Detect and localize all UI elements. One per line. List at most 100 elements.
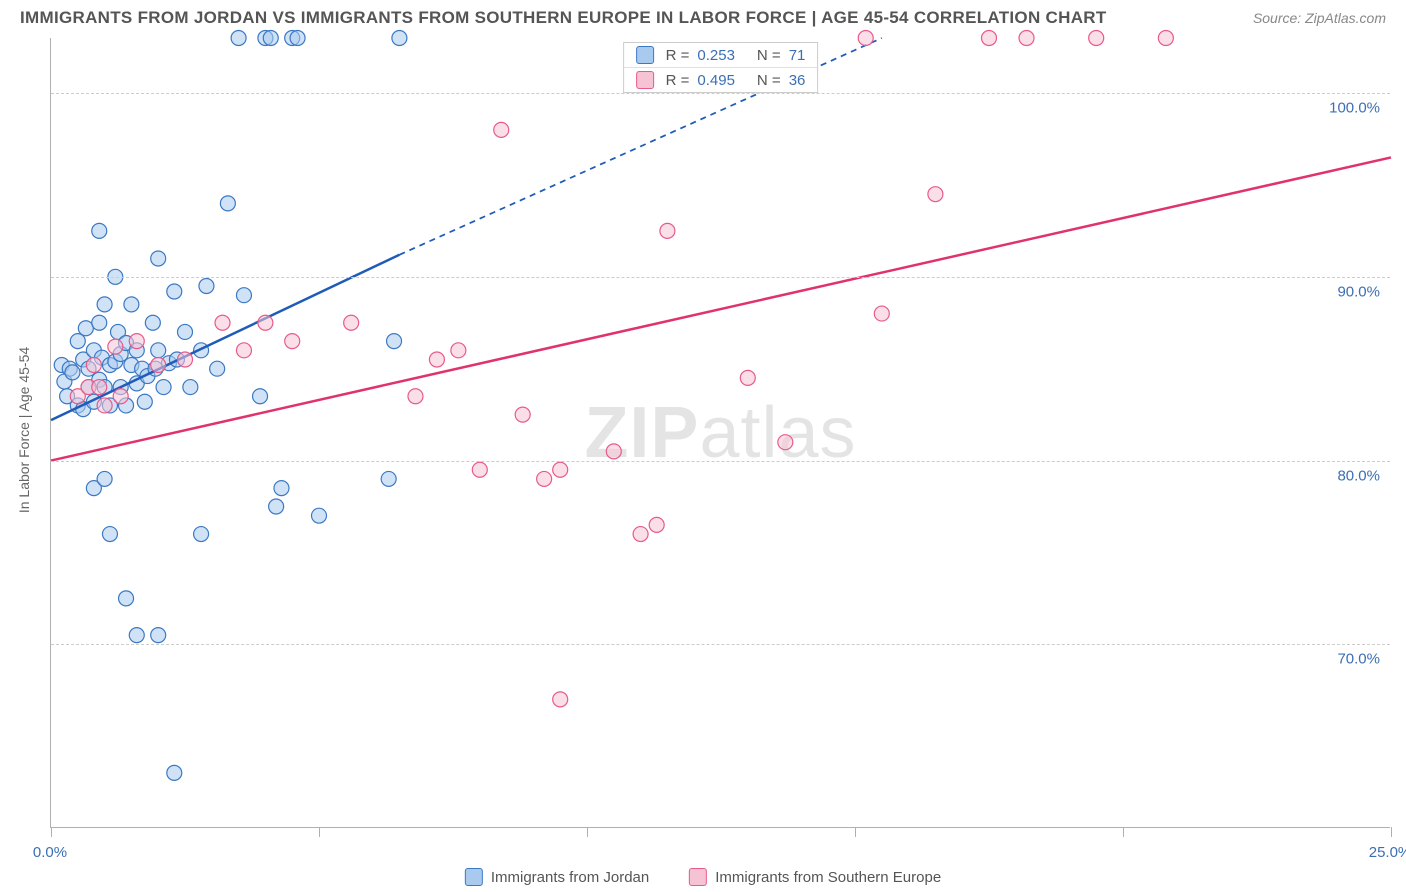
- x-tick-label: 25.0%: [1369, 844, 1406, 861]
- data-point-jordan: [137, 394, 152, 409]
- data-point-jordan: [236, 288, 251, 303]
- data-point-seurope: [129, 334, 144, 349]
- data-point-seurope: [178, 352, 193, 367]
- data-point-seurope: [858, 31, 873, 46]
- data-point-seurope: [236, 343, 251, 358]
- data-point-seurope: [113, 389, 128, 404]
- data-point-jordan: [263, 31, 278, 46]
- r-value-seurope: 0.495: [697, 72, 735, 89]
- r-value-jordan: 0.253: [697, 47, 735, 64]
- data-point-seurope: [344, 315, 359, 330]
- data-point-jordan: [167, 284, 182, 299]
- data-point-seurope: [1089, 31, 1104, 46]
- data-point-jordan: [129, 628, 144, 643]
- data-point-seurope: [537, 471, 552, 486]
- data-point-seurope: [515, 407, 530, 422]
- data-point-jordan: [97, 297, 112, 312]
- legend-item-seurope: Immigrants from Southern Europe: [689, 868, 941, 886]
- data-point-seurope: [606, 444, 621, 459]
- data-point-jordan: [124, 297, 139, 312]
- data-point-seurope: [874, 306, 889, 321]
- chart-plot-area: ZIPatlas R = 0.253 N = 71 R = 0.495 N = …: [50, 38, 1390, 828]
- data-point-seurope: [451, 343, 466, 358]
- data-point-seurope: [215, 315, 230, 330]
- legend-row-seurope: R = 0.495 N = 36: [624, 67, 818, 92]
- data-point-seurope: [258, 315, 273, 330]
- legend-swatch-seurope: [636, 71, 654, 89]
- correlation-legend: R = 0.253 N = 71 R = 0.495 N = 36: [623, 42, 819, 93]
- data-point-seurope: [151, 358, 166, 373]
- data-point-seurope: [285, 334, 300, 349]
- legend-swatch-jordan: [636, 46, 654, 64]
- legend-label-seurope: Immigrants from Southern Europe: [715, 869, 941, 886]
- data-point-jordan: [151, 251, 166, 266]
- data-point-jordan: [220, 196, 235, 211]
- data-point-jordan: [156, 380, 171, 395]
- data-point-seurope: [660, 223, 675, 238]
- trend-line-seurope: [51, 157, 1391, 460]
- data-point-jordan: [392, 31, 407, 46]
- data-point-jordan: [178, 324, 193, 339]
- data-point-seurope: [472, 462, 487, 477]
- data-point-seurope: [92, 380, 107, 395]
- series-legend: Immigrants from Jordan Immigrants from S…: [465, 868, 941, 886]
- data-point-jordan: [70, 334, 85, 349]
- data-point-seurope: [1019, 31, 1034, 46]
- trend-line-jordan: [51, 255, 399, 420]
- legend-item-jordan: Immigrants from Jordan: [465, 868, 649, 886]
- data-point-seurope: [429, 352, 444, 367]
- data-point-jordan: [290, 31, 305, 46]
- data-point-jordan: [119, 591, 134, 606]
- y-tick-label: 100.0%: [1329, 100, 1380, 117]
- x-tick-label: 0.0%: [33, 844, 67, 861]
- data-point-seurope: [553, 462, 568, 477]
- chart-title: IMMIGRANTS FROM JORDAN VS IMMIGRANTS FRO…: [20, 8, 1107, 28]
- data-point-jordan: [151, 628, 166, 643]
- data-point-seurope: [1158, 31, 1173, 46]
- data-point-jordan: [145, 315, 160, 330]
- data-point-jordan: [210, 361, 225, 376]
- data-point-jordan: [167, 765, 182, 780]
- y-tick-label: 90.0%: [1337, 283, 1380, 300]
- data-point-jordan: [199, 279, 214, 294]
- data-point-seurope: [778, 435, 793, 450]
- y-axis-label: In Labor Force | Age 45-54: [16, 347, 32, 513]
- data-point-seurope: [108, 339, 123, 354]
- r-label: R =: [666, 47, 690, 64]
- legend-row-jordan: R = 0.253 N = 71: [624, 43, 818, 67]
- data-point-jordan: [269, 499, 284, 514]
- n-value-seurope: 36: [789, 72, 806, 89]
- data-point-seurope: [740, 370, 755, 385]
- data-point-jordan: [274, 481, 289, 496]
- data-point-jordan: [387, 334, 402, 349]
- legend-swatch-seurope: [689, 868, 707, 886]
- y-tick-label: 70.0%: [1337, 651, 1380, 668]
- legend-label-jordan: Immigrants from Jordan: [491, 869, 649, 886]
- data-point-seurope: [494, 122, 509, 137]
- data-point-jordan: [65, 365, 80, 380]
- n-value-jordan: 71: [789, 47, 806, 64]
- data-point-seurope: [553, 692, 568, 707]
- data-point-jordan: [151, 343, 166, 358]
- data-point-jordan: [78, 321, 93, 336]
- source-citation: Source: ZipAtlas.com: [1253, 10, 1386, 26]
- data-point-seurope: [633, 527, 648, 542]
- y-tick-label: 80.0%: [1337, 467, 1380, 484]
- data-point-seurope: [97, 398, 112, 413]
- data-point-jordan: [312, 508, 327, 523]
- data-point-jordan: [231, 31, 246, 46]
- data-point-seurope: [928, 187, 943, 202]
- data-point-jordan: [253, 389, 268, 404]
- legend-swatch-jordan: [465, 868, 483, 886]
- scatter-svg: [51, 38, 1390, 827]
- data-point-jordan: [194, 527, 209, 542]
- data-point-jordan: [92, 315, 107, 330]
- data-point-seurope: [982, 31, 997, 46]
- data-point-jordan: [92, 223, 107, 238]
- data-point-jordan: [381, 471, 396, 486]
- data-point-jordan: [183, 380, 198, 395]
- data-point-seurope: [86, 358, 101, 373]
- data-point-jordan: [102, 527, 117, 542]
- data-point-jordan: [97, 471, 112, 486]
- data-point-seurope: [408, 389, 423, 404]
